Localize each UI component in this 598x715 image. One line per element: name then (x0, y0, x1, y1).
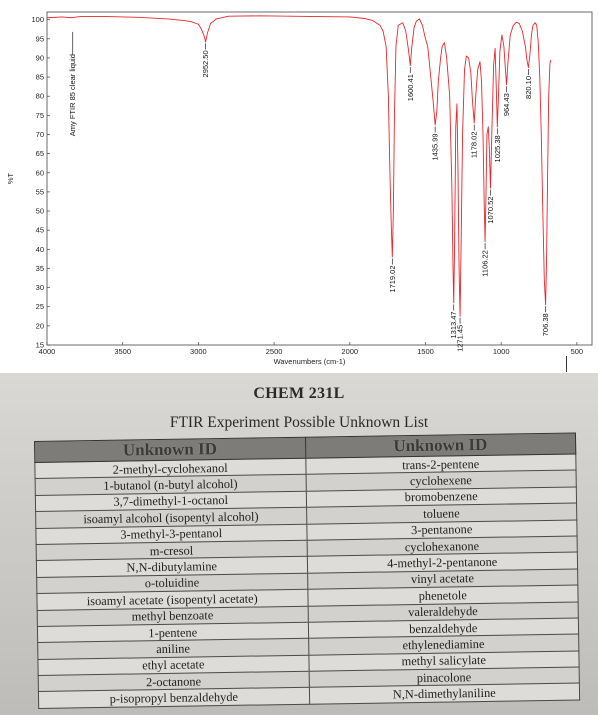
peak-label: 706.38 (541, 313, 550, 336)
y-axis-title: %T (6, 172, 15, 184)
y-tick-label: 15 (36, 341, 44, 350)
y-tick-label: 60 (36, 168, 44, 177)
y-tick-label: 70 (36, 130, 44, 139)
peak-label: 1313.47 (449, 311, 458, 338)
x-tick-label: 500 (571, 347, 584, 356)
y-tick-label: 65 (36, 149, 44, 158)
y-tick-label: 50 (36, 207, 44, 216)
peak-label: 2952.50 (201, 50, 210, 77)
y-tick-label: 45 (36, 226, 44, 235)
peak-label: 964.43 (502, 93, 511, 116)
x-tick-label: 1000 (493, 347, 510, 356)
unknown-cell-right: N,N-dimethylaniline (308, 683, 580, 705)
y-tick-label: 80 (36, 92, 44, 101)
y-tick-label: 40 (36, 245, 44, 254)
y-tick-label: 20 (36, 321, 44, 330)
peak-label: 820.10 (524, 76, 533, 99)
peak-label: 1025.38 (493, 135, 502, 162)
peak-label: 1070.52 (486, 197, 495, 224)
x-tick-label: 1500 (417, 347, 434, 356)
y-tick-label: 35 (36, 264, 44, 273)
y-tick-label: 75 (36, 111, 44, 120)
peak-label: 1178.02 (470, 132, 479, 159)
peak-label: 1719.02 (388, 265, 397, 292)
y-tick-label: 100 (31, 15, 44, 24)
sample-label: Amy FTIR 85 clear liquid (68, 54, 77, 136)
y-tick-label: 90 (36, 53, 44, 62)
x-tick-label: 2500 (266, 347, 283, 356)
course-title: CHEM 231L (253, 385, 345, 402)
x-axis-title: Wavenumbers (cm-1) (274, 357, 346, 366)
x-tick-label: 3500 (114, 347, 131, 356)
spectrum-line (46, 15, 552, 317)
panel-divider-mark (566, 356, 567, 372)
peak-label: 1600.41 (406, 74, 415, 101)
peak-label: 1271.45 (456, 325, 465, 352)
y-tick-label: 25 (36, 302, 44, 311)
ftir-spectrum-panel: 15 20 25 30 35 40 45 50 55 60 65 70 75 80 85 90 95 100 400… (6, 11, 593, 366)
unknown-table: Unknown ID Unknown ID 2-methyl-cyclohexa… (34, 432, 580, 709)
y-tick-label: 85 (36, 73, 44, 82)
unknown-list-photo: CHEM 231L FTIR Experiment Possible Unkno… (0, 373, 598, 715)
x-tick-label: 4000 (39, 347, 56, 356)
y-tick-label: 30 (36, 283, 44, 292)
unknown-cell-left: p-isopropyl benzaldehyde (38, 687, 310, 709)
table-body: 2-methyl-cyclohexanol trans-2-pentene 1-bu… (34, 453, 580, 709)
peak-label: 1435.99 (431, 133, 440, 160)
x-tick-label: 3000 (190, 347, 207, 356)
ftir-spectrum-chart: 15 20 25 30 35 40 45 50 55 60 65 70 75 80 85 90 95 100 400… (6, 11, 593, 366)
x-tick-label: 2000 (341, 347, 358, 356)
list-title: FTIR Experiment Possible Unknown List (169, 414, 429, 431)
y-tick-label: 95 (36, 34, 44, 43)
plot-frame (46, 11, 593, 346)
y-tick-label: 55 (36, 187, 44, 196)
peak-label: 1106.22 (481, 250, 490, 277)
